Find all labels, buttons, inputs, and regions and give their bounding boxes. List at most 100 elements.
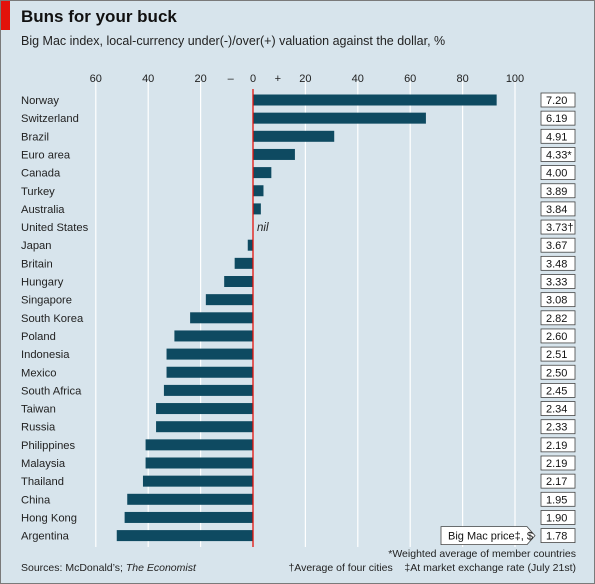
chart-title: Buns for your buck <box>21 7 177 26</box>
price-label: 2.45 <box>546 385 567 397</box>
footnotes: *Weighted average of member countries †A… <box>288 547 576 575</box>
bar <box>156 421 253 433</box>
x-tick-label: 20 <box>299 73 311 85</box>
x-tick-label: 100 <box>506 73 524 85</box>
category-label: Taiwan <box>21 404 56 416</box>
category-label: Hungary <box>21 277 64 289</box>
category-label: Russia <box>21 422 56 434</box>
category-label: Canada <box>21 168 61 180</box>
bar <box>166 348 253 360</box>
bar <box>127 493 253 505</box>
bar <box>253 167 272 179</box>
price-box <box>540 92 576 108</box>
price-box <box>540 165 576 180</box>
price-label: 1.78 <box>546 531 567 543</box>
bar <box>253 203 261 215</box>
footnote-weighted-average: *Weighted average of member countries <box>388 548 576 560</box>
price-label: 4.33* <box>546 149 572 161</box>
price-label: 3.48 <box>546 258 567 270</box>
price-label: 2.19 <box>546 458 567 470</box>
price-box <box>540 110 576 126</box>
price-box <box>540 328 576 344</box>
price-box <box>540 147 576 162</box>
price-label: 3.73† <box>546 222 574 234</box>
category-label: Switzerland <box>21 113 79 125</box>
category-label: Australia <box>21 204 65 216</box>
category-label: Turkey <box>21 186 55 198</box>
price-box <box>540 419 576 435</box>
category-label: United States <box>21 222 89 234</box>
bar <box>234 257 253 269</box>
price-box <box>540 528 576 544</box>
bar <box>253 112 426 124</box>
price-label: 3.84 <box>546 204 567 216</box>
price-box <box>540 201 576 217</box>
price-label: 4.00 <box>546 168 567 180</box>
price-label: 7.20 <box>546 95 567 107</box>
price-label: 2.17 <box>546 476 567 488</box>
category-label: Philippines <box>21 440 76 452</box>
price-label: 2.34 <box>546 404 567 416</box>
x-tick-label: 40 <box>142 73 154 85</box>
price-label: 2.60 <box>546 331 567 343</box>
category-label: Malaysia <box>21 458 66 470</box>
price-box <box>540 364 576 380</box>
category-label: Norway <box>21 95 59 107</box>
price-box <box>540 292 576 308</box>
price-box <box>540 382 576 398</box>
negative-sign-label: – <box>228 73 235 85</box>
category-label: Hong Kong <box>21 512 77 524</box>
category-label: Mexico <box>21 367 56 379</box>
price-box <box>540 473 576 489</box>
price-box <box>540 491 576 507</box>
footnote-exchange: ‡At market exchange rate (July 21st) <box>404 562 576 574</box>
price-label: 3.67 <box>546 240 567 252</box>
price-box <box>540 455 576 471</box>
x-tick-label: 60 <box>90 73 102 85</box>
bar <box>253 130 335 142</box>
price-label: 3.89 <box>546 186 567 198</box>
category-label: Thailand <box>21 476 64 488</box>
category-label: South Korea <box>21 313 84 325</box>
price-box <box>540 310 576 326</box>
x-tick-label: 0 <box>250 73 256 85</box>
positive-sign-label: + <box>275 73 281 85</box>
price-box <box>540 255 576 271</box>
category-label: Japan <box>21 240 51 252</box>
bar <box>142 475 253 487</box>
price-box <box>540 401 576 416</box>
x-tick-label: 40 <box>352 73 364 85</box>
price-label: 2.33 <box>546 422 567 434</box>
source-prefix: Sources: McDonald’s; <box>21 562 126 574</box>
price-label: 3.33 <box>546 277 567 289</box>
price-label: 4.91 <box>546 131 567 143</box>
bar <box>253 185 264 197</box>
nil-label: nil <box>257 222 269 234</box>
category-label: Brazil <box>21 131 49 143</box>
price-label: 2.51 <box>546 349 567 361</box>
category-label: Singapore <box>21 295 72 307</box>
source-note: Sources: McDonald’s; The Economist <box>21 562 196 574</box>
source-publication: The Economist <box>125 562 196 574</box>
price-label: 3.08 <box>546 295 567 307</box>
price-box <box>540 274 576 289</box>
price-label: 6.19 <box>546 113 567 125</box>
bar-chart: 60 40 20 0 20 40 60 80 100 – + Norway 7.20 Switzerlan… <box>21 73 576 547</box>
bar <box>247 239 253 251</box>
price-box <box>540 437 576 453</box>
chart-subtitle: Big Mac index, local-currency under(-)/o… <box>21 34 446 48</box>
price-box <box>540 219 576 235</box>
x-tick-label: 60 <box>404 73 416 85</box>
category-label: China <box>21 494 51 506</box>
price-column-callout <box>440 526 536 545</box>
bar <box>145 439 253 451</box>
brand-red-tag <box>1 1 10 30</box>
bar <box>145 457 253 469</box>
bar <box>224 276 253 287</box>
price-label: 2.82 <box>546 313 567 325</box>
bar <box>253 148 295 160</box>
bar <box>166 366 253 378</box>
category-label: Argentina <box>21 531 70 543</box>
bar <box>253 94 497 106</box>
